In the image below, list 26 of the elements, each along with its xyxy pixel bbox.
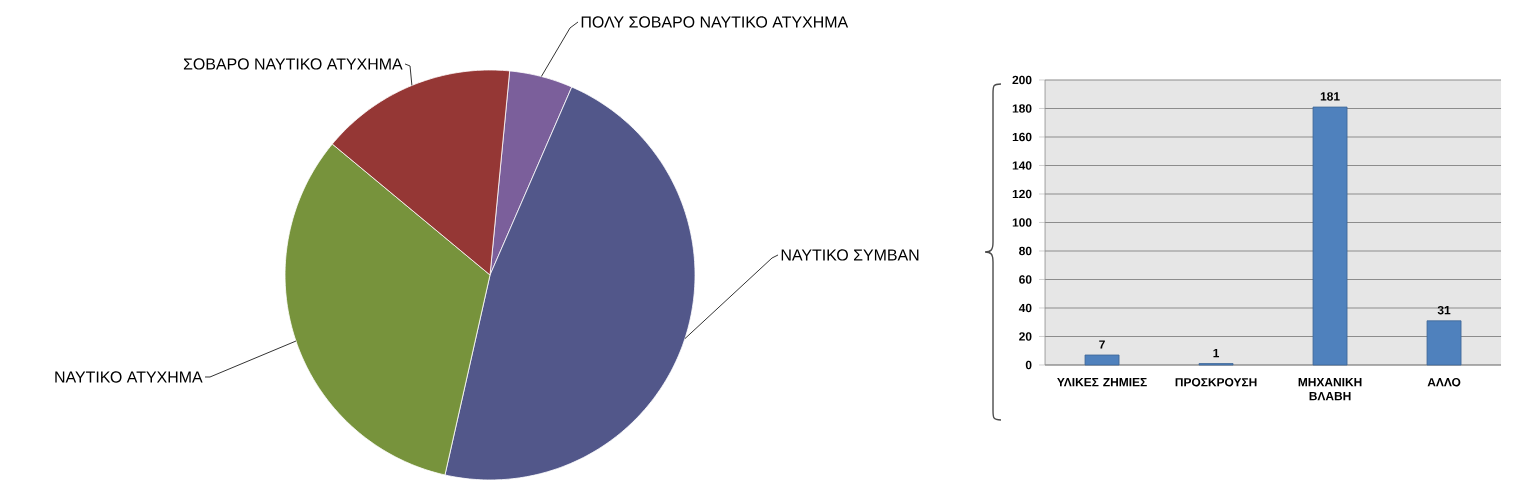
y-tick-label: 0 (1025, 360, 1032, 370)
data-label: 181 (1320, 92, 1340, 101)
y-tick-label: 60 (1019, 275, 1032, 284)
y-tick-label: 20 (1019, 332, 1032, 341)
y-tick-label: 200 (1012, 75, 1032, 85)
data-label: 1 (1213, 348, 1220, 358)
x-tick-label: ΥΛΙΚΕΣ ΖΗΜΙΕΣ (1057, 378, 1147, 387)
y-tick-label: 180 (1012, 104, 1032, 113)
data-label: 31 (1437, 305, 1451, 315)
y-tick-label: 100 (1012, 218, 1032, 227)
slice-label: ΝΑΥΤΙΚΟ ΑΤΥΧΗΜΑ (55, 371, 203, 383)
y-tick-label: 80 (1019, 246, 1032, 256)
y-tick-label: 120 (1012, 189, 1032, 199)
bar (1084, 354, 1120, 366)
x-tick-label: ΜΗΧΑΝΙΚΗ ΒΛΑΒΗ (1298, 378, 1362, 401)
y-tick-label: 140 (1012, 161, 1032, 170)
y-tick-label: 40 (1018, 303, 1032, 313)
data-label: 7 (1099, 340, 1105, 349)
x-tick-label: ΠΡΟΣΚΡΟΥΣΗ (1175, 378, 1257, 387)
slice-label: ΣΟΒΑΡΟ ΝΑΥΤΙΚΟ ΑΤΥΧΗΜΑ (183, 58, 403, 70)
slice-label: ΠΟΛΥ ΣΟΒΑΡΟ ΝΑΥΤΙΚΟ ΑΤΥΧΗΜΑ (581, 16, 849, 28)
bar (1312, 106, 1348, 366)
slice-label: ΝΑΥΤΙΚΟ ΣΥΜΒΑΝ (781, 249, 919, 261)
y-tick-label: 160 (1012, 132, 1032, 142)
bar (1426, 320, 1462, 366)
x-tick-label: ΑΛΛΟ (1427, 378, 1461, 387)
